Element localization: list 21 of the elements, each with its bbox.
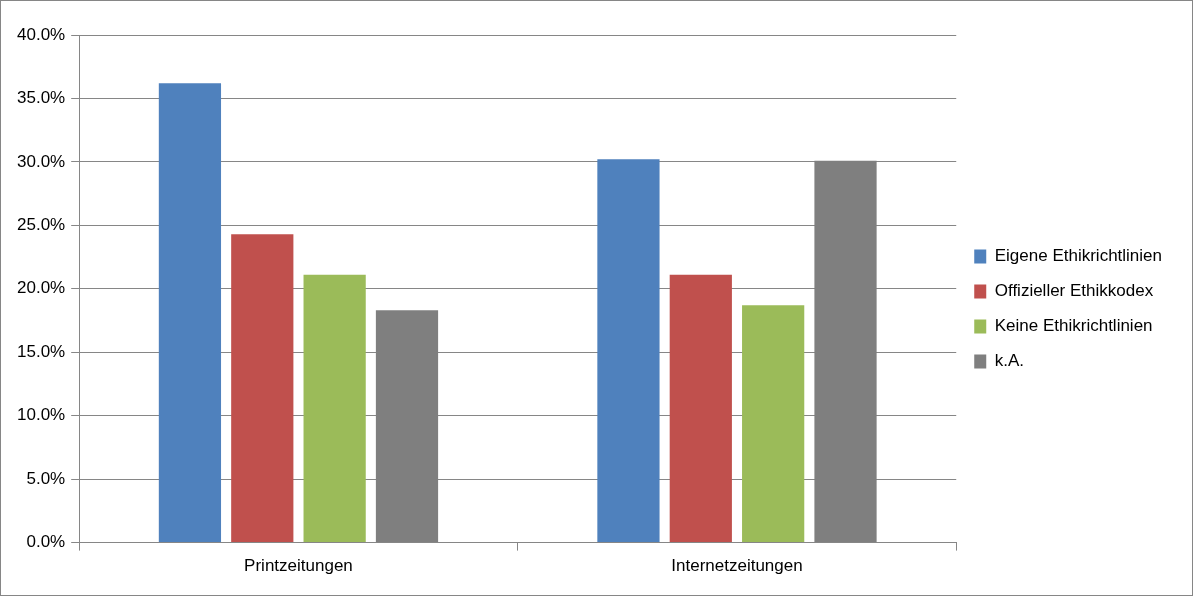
y-tick-label: 40.0% <box>17 24 66 44</box>
y-tick-label: 10.0% <box>17 405 66 425</box>
bar <box>597 159 660 543</box>
bar <box>158 83 222 543</box>
x-tick-label: Internetzeitungen <box>671 556 803 576</box>
legend-label: Eigene Ethikrichtlinien <box>994 246 1162 266</box>
bar <box>303 274 366 543</box>
bar <box>742 305 805 543</box>
y-tick-label: 25.0% <box>17 215 66 235</box>
y-tick-label: 0.0% <box>26 532 66 552</box>
legend-label: Offizieller Ethikkodex <box>994 281 1154 301</box>
legend-label: Keine Ethikrichtlinien <box>994 316 1153 336</box>
y-tick-label: 20.0% <box>17 278 66 298</box>
x-tick-label: Printzeitungen <box>244 556 353 576</box>
bar <box>231 234 294 543</box>
y-tick-label: 35.0% <box>17 88 66 108</box>
legend-label: k.A. <box>994 351 1025 371</box>
y-tick-label: 30.0% <box>17 151 66 171</box>
y-tick-label: 15.0% <box>17 341 66 361</box>
bar <box>669 274 732 543</box>
y-tick-label: 5.0% <box>26 468 66 488</box>
